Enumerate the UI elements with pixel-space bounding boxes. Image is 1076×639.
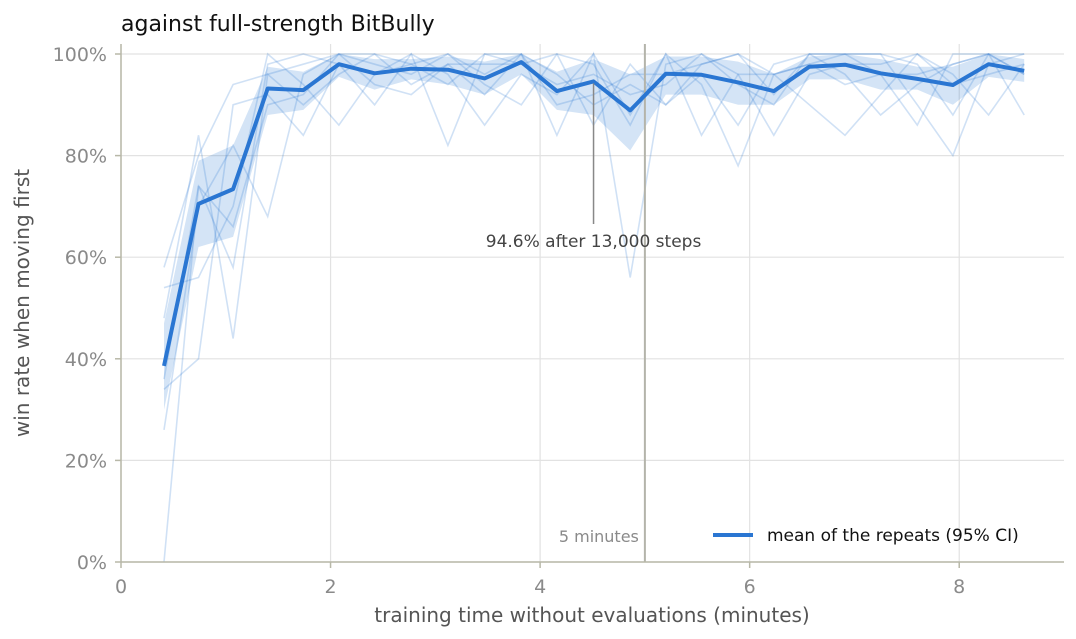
chart-title: against full-strength BitBully <box>121 12 435 37</box>
y-tick-label: 40% <box>65 349 107 371</box>
legend-label-mean: mean of the repeats (95% CI) <box>767 526 1019 546</box>
y-tick-label: 80% <box>65 146 107 168</box>
mean-series-line <box>162 60 1025 367</box>
annotation-text: 94.6% after 13,000 steps <box>486 232 702 252</box>
repeat-line <box>163 52 1025 431</box>
x-tick-label: 8 <box>953 576 965 598</box>
x-tick-label: 2 <box>325 576 337 598</box>
y-axis-label: win rate when moving first <box>10 169 34 437</box>
x-tick-label: 6 <box>744 576 756 598</box>
repeat-line <box>163 52 1025 289</box>
x-axis-label: training time without evaluations (minut… <box>374 603 809 627</box>
axes: 0% 20% 40% 60% 80% 100% 0 2 4 6 8 <box>53 44 1064 598</box>
grid-lines <box>120 44 1064 563</box>
y-tick-label: 0% <box>77 552 107 574</box>
repeat-line <box>163 52 1025 390</box>
five-minute-marker-label: 5 minutes <box>559 527 639 546</box>
confidence-interval-band <box>164 54 1025 410</box>
x-tick-label: 0 <box>115 576 127 598</box>
y-tick-label: 20% <box>65 450 107 472</box>
x-tick-label: 4 <box>534 576 546 598</box>
y-tick-label: 100% <box>53 44 107 66</box>
y-tick-label: 60% <box>65 247 107 269</box>
legend: mean of the repeats (95% CI) <box>713 526 1019 546</box>
